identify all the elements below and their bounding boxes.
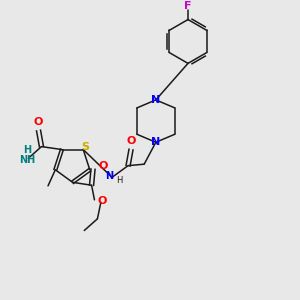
Text: NH: NH: [19, 155, 35, 165]
Text: N: N: [151, 95, 160, 105]
Text: O: O: [126, 136, 136, 146]
Text: N: N: [151, 137, 160, 147]
Text: O: O: [99, 161, 108, 171]
Text: F: F: [184, 2, 192, 11]
Text: O: O: [34, 117, 43, 127]
Text: H: H: [23, 145, 31, 155]
Text: H: H: [116, 176, 122, 185]
Text: N: N: [106, 171, 114, 181]
Text: S: S: [82, 142, 89, 152]
Text: O: O: [97, 196, 106, 206]
